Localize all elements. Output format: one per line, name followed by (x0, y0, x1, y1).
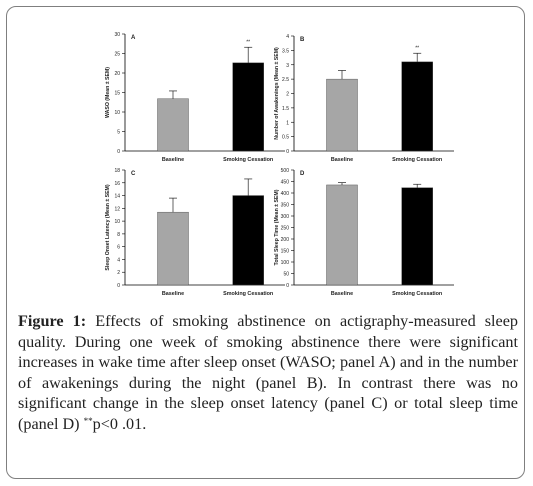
panel-letter: B (300, 37, 305, 43)
y-tick-label: 0 (117, 149, 120, 155)
panel-b: 0 0.5 1 1.5 2 2.5 3 3.5 4 B Number of Awakenings (… (274, 34, 454, 163)
panel-d: 0 50 100 150 200 250 300 350 400 450 500 D Total Sle… (274, 168, 454, 297)
bar-smoking-cessation (401, 61, 433, 152)
bar-baseline (157, 98, 189, 152)
y-tick-label: 1.5 (282, 106, 289, 112)
panel-c: 0 2 4 6 8 10 12 14 16 18 C Sleep Onset Latency (Mea… (105, 168, 285, 297)
y-tick-label: 150 (281, 249, 290, 255)
bar-smoking-cessation (401, 187, 433, 286)
caption-text: Effects of smoking abstinence on actigra… (18, 312, 519, 433)
bar-baseline (326, 78, 358, 152)
caption-pvalue: p<0 .01. (92, 414, 147, 433)
x-category-label: Baseline (162, 291, 184, 297)
y-tick-label: 15 (114, 91, 120, 97)
y-tick-label: 20 (114, 71, 120, 77)
figure-label: Figure 1: (18, 312, 87, 330)
significance-label: ** (415, 45, 419, 51)
y-axis-label: WASO (Mean ± SEM) (105, 67, 111, 118)
y-tick-label: 25 (114, 52, 120, 58)
y-tick-label: 200 (281, 237, 290, 243)
bar-baseline (326, 184, 358, 286)
x-category-label: Baseline (331, 291, 353, 297)
bar-smoking-cessation (232, 195, 264, 286)
y-tick-label: 16 (114, 181, 120, 187)
y-axis-label: Total Sleep Time (Mean ± SEM) (274, 189, 280, 265)
y-tick-label: 250 (281, 226, 290, 232)
y-tick-label: 8 (117, 232, 120, 238)
y-tick-label: 2 (286, 92, 289, 98)
y-tick-label: 350 (281, 203, 290, 209)
y-tick-label: 0 (286, 283, 289, 289)
significance-marker: ** (83, 415, 93, 426)
figure-frame (6, 6, 525, 479)
x-category-label: Baseline (162, 157, 184, 163)
y-tick-label: 5 (117, 130, 120, 136)
panel-letter: C (131, 171, 136, 177)
panel-letter: D (300, 171, 305, 177)
x-category-label: Smoking Cessation (223, 291, 273, 297)
y-tick-label: 2.5 (282, 77, 289, 83)
panel-a: 0 5 10 15 20 25 30 A WASO (Mean ± SEM) Baseline **… (105, 32, 285, 163)
bar-smoking-cessation (232, 62, 264, 152)
y-tick-label: 0.5 (282, 135, 289, 141)
y-tick-label: 18 (114, 168, 120, 174)
y-tick-label: 10 (114, 110, 120, 116)
y-axis-label: Number of Awakenings (Mean ± SEM) (274, 47, 280, 140)
x-category-label: Smoking Cessation (392, 291, 442, 297)
y-tick-label: 0 (117, 283, 120, 289)
y-tick-label: 100 (281, 260, 290, 266)
y-tick-label: 10 (114, 219, 120, 225)
bar-baseline (157, 211, 189, 286)
y-tick-label: 1 (286, 120, 289, 126)
x-category-label: Smoking Cessation (392, 157, 442, 163)
y-tick-label: 2 (117, 270, 120, 276)
y-tick-label: 0 (286, 149, 289, 155)
y-tick-label: 3.5 (282, 48, 289, 54)
x-category-label: Smoking Cessation (223, 157, 273, 163)
significance-label: ** (246, 39, 250, 45)
y-tick-label: 50 (283, 272, 289, 278)
y-tick-label: 30 (114, 32, 120, 38)
y-tick-label: 4 (117, 257, 120, 263)
y-tick-label: 400 (281, 191, 290, 197)
y-tick-label: 14 (114, 194, 120, 200)
x-category-label: Baseline (331, 157, 353, 163)
y-tick-label: 3 (286, 63, 289, 69)
y-tick-label: 300 (281, 214, 290, 220)
y-tick-label: 450 (281, 180, 290, 186)
y-axis-label: Sleep Onset Latency (Mean ± SEM) (105, 184, 111, 270)
panel-letter: A (131, 35, 136, 41)
figure-caption: Figure 1: Effects of smoking abstinence … (18, 311, 518, 434)
y-tick-label: 12 (114, 206, 120, 212)
y-tick-label: 500 (281, 168, 290, 174)
y-tick-label: 6 (117, 245, 120, 251)
y-tick-label: 4 (286, 34, 289, 40)
